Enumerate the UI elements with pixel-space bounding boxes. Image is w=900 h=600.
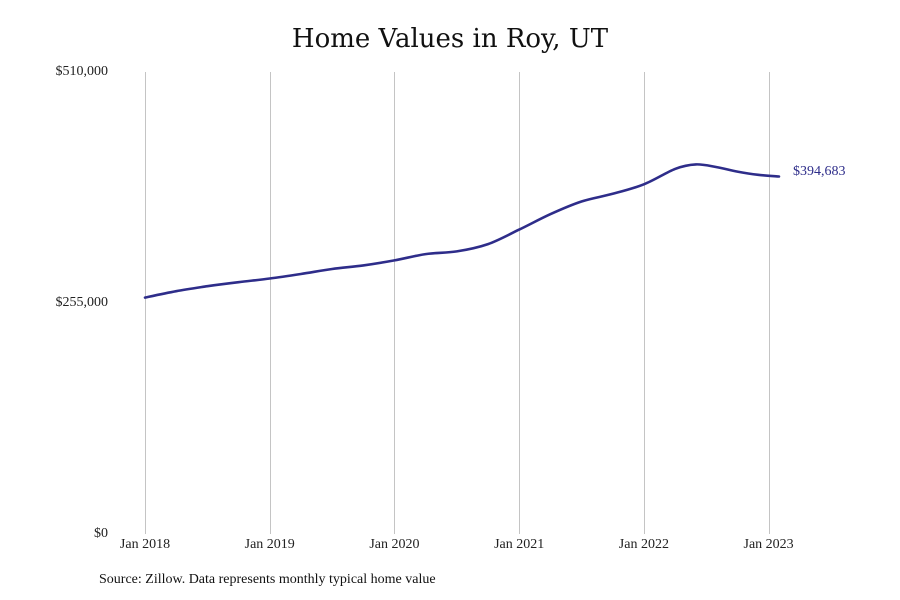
data-point xyxy=(695,163,697,165)
y-tick-label: $0 xyxy=(94,526,108,541)
data-point xyxy=(736,170,738,172)
data-point xyxy=(487,243,489,245)
data-point xyxy=(206,285,208,287)
data-point xyxy=(456,250,458,252)
x-tick-label: Jan 2021 xyxy=(494,537,545,552)
data-point xyxy=(331,268,333,270)
x-tick-label: Jan 2023 xyxy=(743,537,794,552)
data-point xyxy=(300,273,302,275)
data-point xyxy=(643,183,645,185)
data-point xyxy=(424,253,426,255)
data-point xyxy=(549,213,551,215)
x-tick-label: Jan 2018 xyxy=(119,537,171,552)
data-point xyxy=(778,175,780,177)
gridlines xyxy=(145,72,770,534)
data-point xyxy=(362,264,364,266)
data-point xyxy=(715,166,717,168)
data-point xyxy=(175,290,177,292)
series-layer xyxy=(143,163,781,299)
y-tick-label: $510,000 xyxy=(55,64,109,79)
data-point xyxy=(269,277,271,279)
x-tick-label: Jan 2022 xyxy=(618,537,669,552)
data-point xyxy=(580,200,582,202)
data-point xyxy=(518,228,520,230)
y-tick-label: $255,000 xyxy=(55,295,109,310)
x-tick-label: Jan 2019 xyxy=(244,537,295,552)
source-note: Source: Zillow. Data represents monthly … xyxy=(99,572,436,587)
data-point xyxy=(237,281,239,283)
last-value-label: $394,683 xyxy=(793,164,846,180)
series-line xyxy=(143,163,781,299)
data-point xyxy=(612,193,614,195)
chart-title: Home Values in Roy, UT xyxy=(291,24,609,54)
data-point xyxy=(393,259,395,261)
x-tick-label: Jan 2020 xyxy=(369,537,420,552)
data-point xyxy=(674,168,676,170)
data-point xyxy=(757,174,759,176)
data-point xyxy=(144,296,146,298)
